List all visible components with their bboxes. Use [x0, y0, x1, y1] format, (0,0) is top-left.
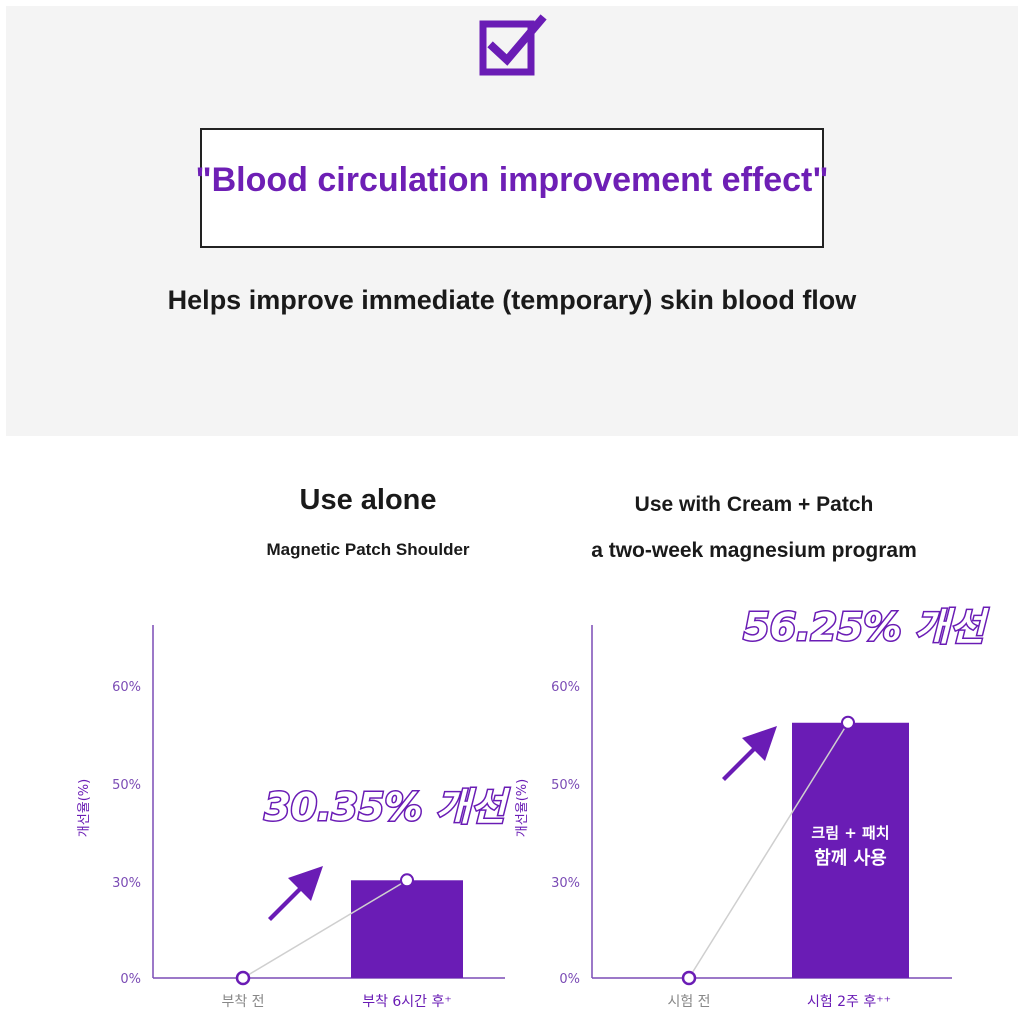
y-tick-label: 30%: [112, 876, 141, 891]
x-category-label: 부착 6시간 후⁺: [362, 994, 452, 1010]
y-axis-label: 개선율(%): [515, 779, 530, 837]
bar-after: [351, 880, 463, 978]
x-category-label: 시험 2주 후⁺⁺: [807, 994, 891, 1010]
point-after: [841, 715, 855, 730]
x-category-label: 부착 전: [221, 994, 264, 1010]
title-frame: [200, 128, 824, 248]
right-subheading: a two-week magnesium program: [591, 539, 917, 562]
left-heading: Use alone: [299, 484, 437, 516]
y-tick-label: 50%: [551, 778, 580, 793]
y-tick-label: 60%: [551, 680, 580, 695]
y-tick-label: 60%: [112, 680, 141, 695]
y-axis-label: 개선율(%): [77, 779, 92, 837]
y-tick-label: 50%: [112, 778, 141, 793]
bar-label-line2: 함께 사용: [814, 847, 887, 869]
improvement-annotation: 56.25% 개선: [743, 605, 988, 649]
point-before: [235, 970, 251, 986]
point-before: [681, 970, 697, 986]
checkbox-check-icon: [479, 14, 547, 76]
up-right-arrow-icon: [268, 866, 323, 921]
y-tick-label: 0%: [559, 972, 580, 987]
chart-left: 0% 30% 50% 60% 개선율(%) 부착 전 부착 6시간 후⁺ 30.35% 개선: [77, 625, 511, 1010]
y-tick-label: 30%: [551, 876, 580, 891]
page-title: "Blood circulation improvement effect": [195, 161, 829, 199]
point-after: [400, 873, 414, 888]
bar-label-line1: 크림 + 패치: [811, 824, 889, 842]
page-subtitle: Helps improve immediate (temporary) skin…: [167, 285, 857, 315]
left-subheading: Magnetic Patch Shoulder: [266, 540, 470, 559]
x-category-label: 시험 전: [667, 994, 710, 1010]
y-tick-label: 0%: [120, 972, 141, 987]
improvement-annotation: 30.35% 개선: [264, 785, 509, 829]
trend-line: [688, 722, 849, 979]
trend-line: [242, 879, 408, 979]
up-right-arrow-icon: [722, 726, 777, 781]
right-heading: Use with Cream + Patch: [634, 493, 874, 516]
bar-after: [792, 722, 909, 978]
